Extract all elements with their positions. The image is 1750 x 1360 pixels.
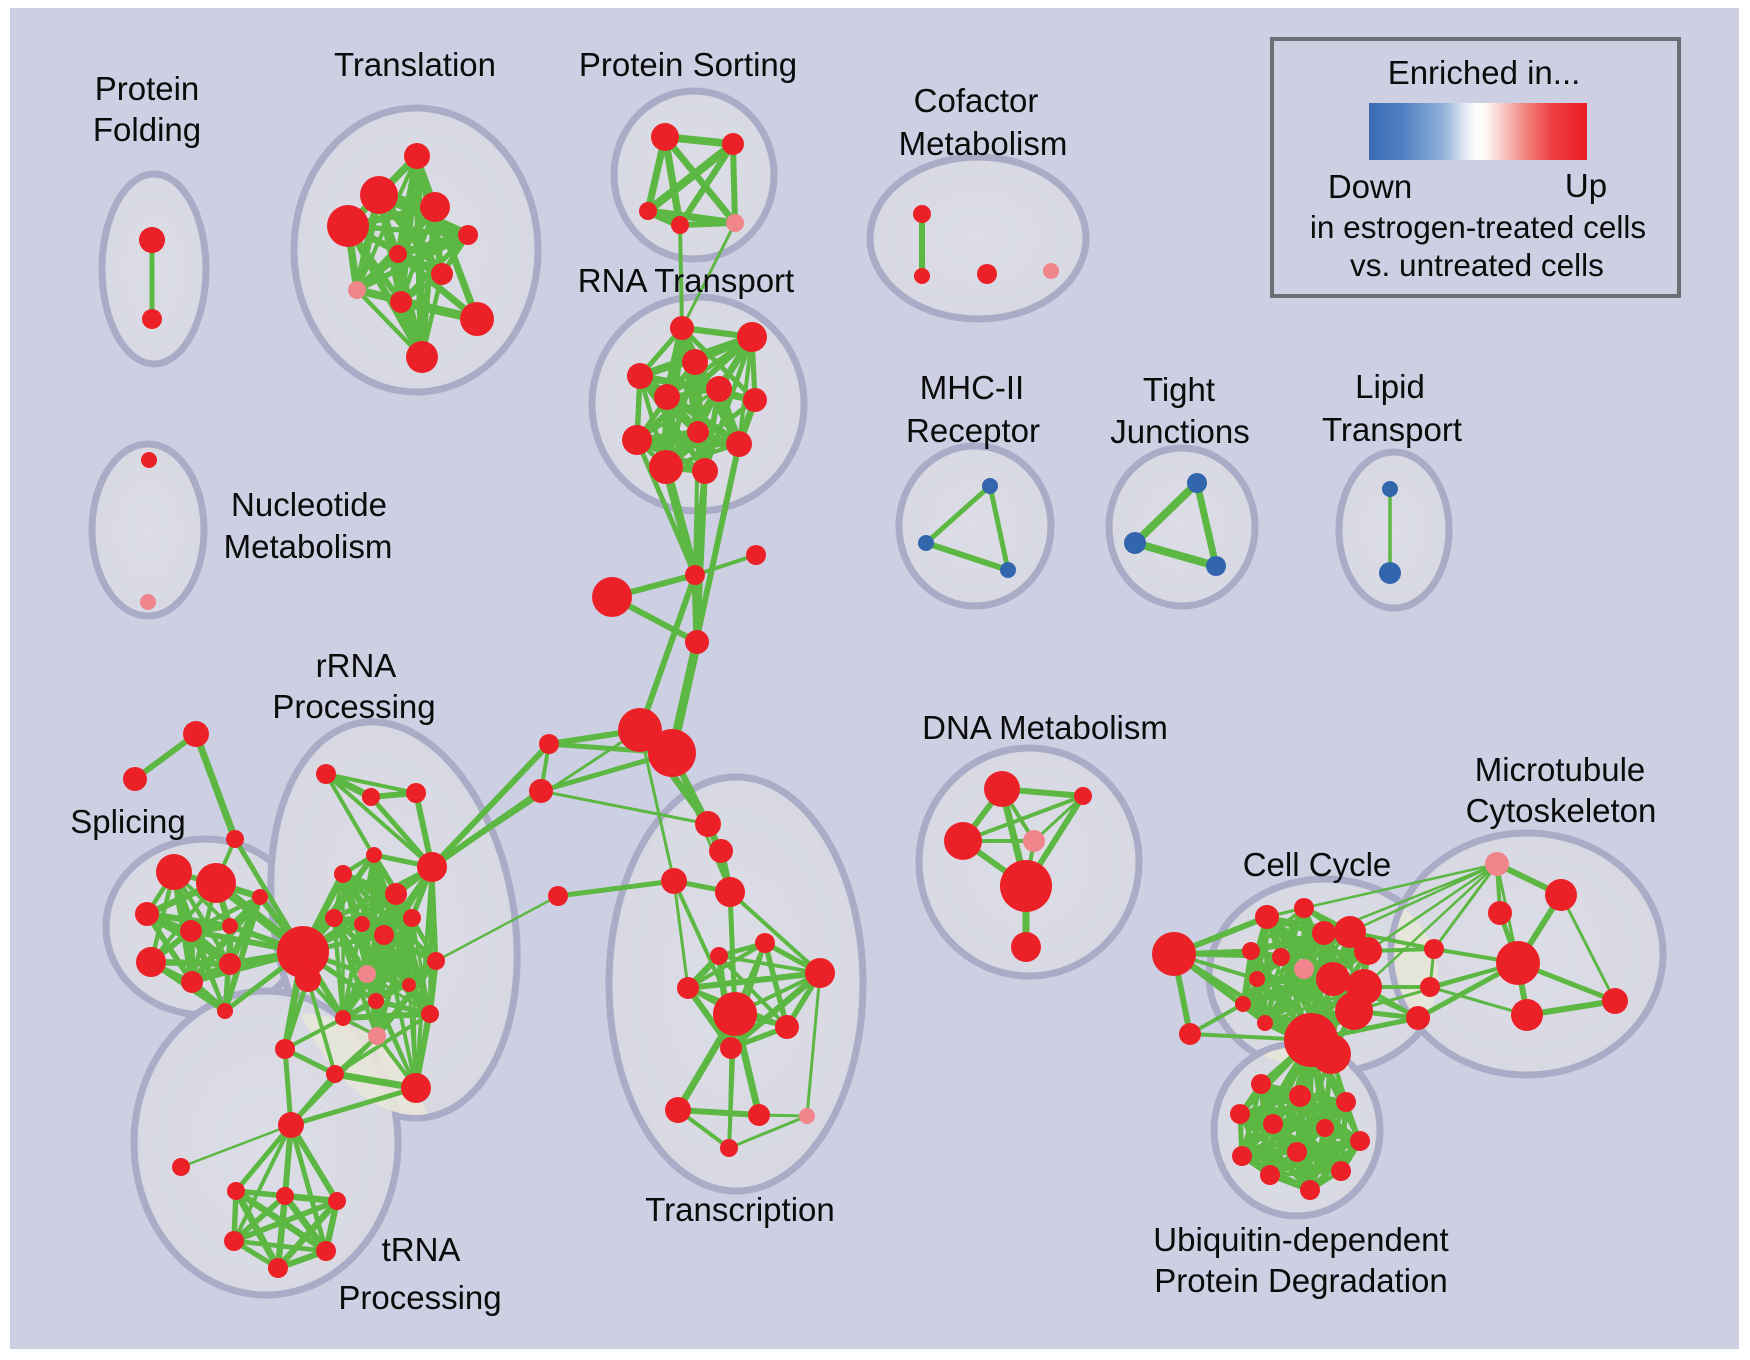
svg-text:Splicing: Splicing: [70, 803, 186, 840]
svg-text:Up: Up: [1565, 167, 1607, 204]
svg-text:Ubiquitin-dependent: Ubiquitin-dependent: [1153, 1221, 1448, 1258]
svg-text:Translation: Translation: [334, 46, 496, 83]
svg-text:Lipid: Lipid: [1355, 368, 1425, 405]
svg-text:Transcription: Transcription: [645, 1191, 835, 1228]
svg-text:Receptor: Receptor: [906, 412, 1040, 449]
svg-text:rRNA: rRNA: [316, 647, 397, 684]
svg-text:Metabolism: Metabolism: [224, 528, 393, 565]
svg-text:in estrogen-treated cells: in estrogen-treated cells: [1310, 209, 1646, 245]
svg-text:RNA Transport: RNA Transport: [578, 262, 794, 299]
svg-text:Tight: Tight: [1143, 371, 1215, 408]
svg-text:Protein: Protein: [95, 70, 200, 107]
svg-text:DNA Metabolism: DNA Metabolism: [922, 709, 1168, 746]
svg-text:Down: Down: [1328, 168, 1412, 205]
svg-text:Protein Sorting: Protein Sorting: [579, 46, 797, 83]
svg-text:tRNA: tRNA: [382, 1231, 461, 1268]
svg-text:MHC-II: MHC-II: [920, 369, 1024, 406]
svg-text:Processing: Processing: [272, 688, 435, 725]
svg-text:Junctions: Junctions: [1110, 413, 1249, 450]
svg-text:Enriched in...: Enriched in...: [1388, 54, 1581, 91]
svg-text:Cytoskeleton: Cytoskeleton: [1466, 792, 1657, 829]
svg-text:Folding: Folding: [93, 111, 201, 148]
svg-text:Processing: Processing: [338, 1279, 501, 1316]
svg-text:Transport: Transport: [1322, 411, 1462, 448]
svg-text:Cell Cycle: Cell Cycle: [1243, 846, 1392, 883]
svg-text:Microtubule: Microtubule: [1475, 751, 1646, 788]
svg-text:Nucleotide: Nucleotide: [231, 486, 387, 523]
svg-text:Metabolism: Metabolism: [899, 125, 1068, 162]
svg-text:Cofactor: Cofactor: [914, 82, 1039, 119]
svg-text:vs. untreated cells: vs. untreated cells: [1350, 247, 1604, 283]
svg-text:Protein Degradation: Protein Degradation: [1154, 1262, 1448, 1299]
